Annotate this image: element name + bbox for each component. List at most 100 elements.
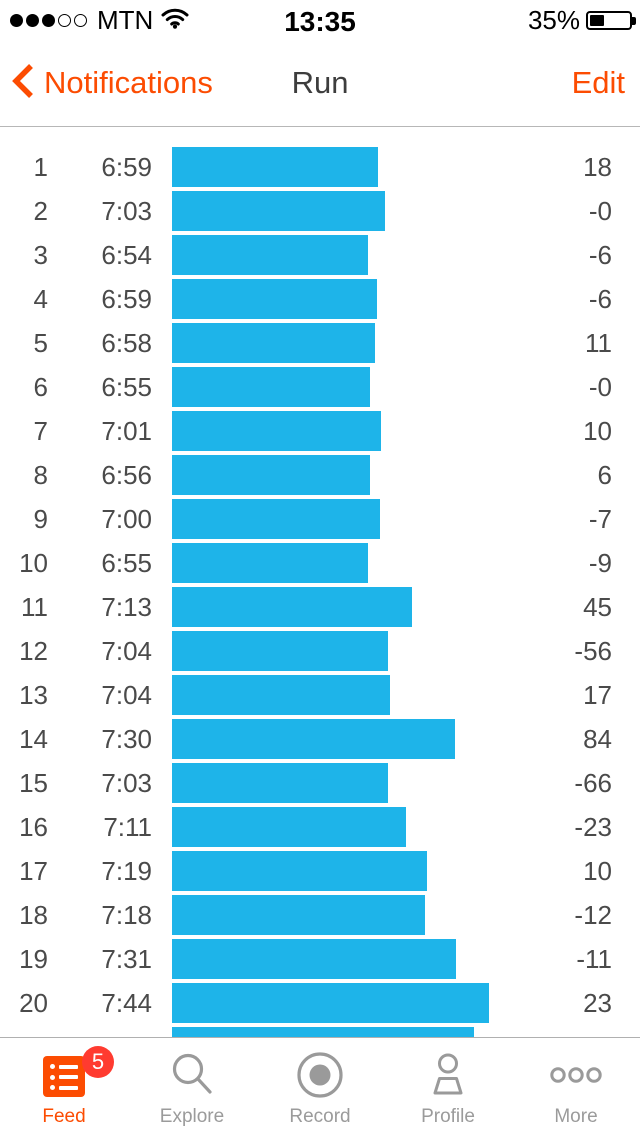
split-number: 20 — [19, 988, 48, 1018]
split-pace-bar — [172, 719, 455, 759]
split-pace-bar — [172, 1027, 474, 1037]
split-pace: 7:44 — [101, 988, 152, 1018]
tab-feed-label: Feed — [42, 1106, 86, 1127]
tab-record-label: Record — [289, 1106, 351, 1127]
split-pace: 7:18 — [101, 900, 152, 930]
split-row: 15 7:03 -66 — [0, 761, 640, 805]
split-elevation: 17 — [583, 680, 612, 710]
split-pace-bar — [172, 807, 406, 847]
carrier-label: MTN — [97, 4, 154, 35]
split-pace: 6:58 — [101, 328, 152, 358]
split-elevation: -56 — [574, 636, 612, 666]
person-icon — [424, 1051, 472, 1104]
split-pace-bar — [172, 763, 388, 803]
split-number: 7 — [33, 416, 48, 446]
split-elevation: 45 — [583, 592, 612, 622]
split-elevation: -0 — [588, 372, 612, 402]
split-pace-bar — [172, 675, 390, 715]
split-elevation: 6 — [597, 460, 612, 490]
split-pace: 6:55 — [101, 548, 152, 578]
page-title: Run — [291, 65, 349, 100]
split-pace-bar — [172, 279, 377, 319]
signal-strength-icon — [10, 13, 87, 27]
split-pace: 6:59 — [101, 152, 152, 182]
split-pace: 7:30 — [101, 724, 152, 754]
split-elevation: 10 — [583, 856, 612, 886]
splits-chart: 1 6:59 18 2 7:03 -0 3 6:54 -6 4 6:59 -6 … — [0, 127, 640, 1037]
split-pace: 6:54 — [101, 240, 152, 270]
split-pace: 7:04 — [101, 636, 152, 666]
split-elevation: -6 — [588, 240, 612, 270]
split-row: 13 7:04 17 — [0, 673, 640, 717]
split-pace-bar — [172, 147, 378, 187]
tab-explore[interactable]: Explore — [128, 1038, 256, 1136]
split-pace — [60, 1025, 152, 1037]
notification-badge: 5 — [82, 1046, 114, 1078]
split-row: 7 7:01 10 — [0, 409, 640, 453]
tab-explore-label: Explore — [159, 1106, 225, 1127]
more-dots-icon — [549, 1065, 603, 1090]
split-number: 17 — [19, 856, 48, 886]
clock: 13:35 — [284, 6, 356, 37]
split-pace-bar — [172, 851, 427, 891]
split-pace: 7:11 — [103, 812, 152, 842]
split-elevation: 18 — [583, 152, 612, 182]
tab-more-label: More — [554, 1106, 598, 1127]
split-number: 19 — [19, 944, 48, 974]
split-elevation: 10 — [583, 416, 612, 446]
split-pace: 7:13 — [101, 592, 152, 622]
split-pace-bar — [172, 191, 385, 231]
split-pace: 7:04 — [101, 680, 152, 710]
split-number: 4 — [33, 284, 48, 314]
tab-profile-label: Profile — [421, 1106, 475, 1127]
split-pace: 7:31 — [101, 944, 152, 974]
nav-bar: Notifications Run Edit — [0, 40, 640, 127]
split-number: 13 — [19, 680, 48, 710]
split-pace-bar — [172, 543, 368, 583]
split-pace: 7:19 — [101, 856, 152, 886]
feed-list-icon — [43, 1056, 85, 1097]
split-number — [0, 1025, 48, 1037]
tab-profile[interactable]: Profile — [384, 1038, 512, 1136]
battery-icon — [586, 10, 636, 30]
split-pace-bar — [172, 631, 388, 671]
back-button-label: Notifications — [44, 65, 213, 100]
split-row: 19 7:31 -11 — [0, 937, 640, 981]
split-pace-bar — [172, 895, 425, 935]
split-number: 6 — [33, 372, 48, 402]
split-number: 8 — [33, 460, 48, 490]
tab-bar: 5 Feed Explore Record — [0, 1037, 640, 1136]
split-pace-bar — [172, 455, 370, 495]
split-pace: 7:00 — [101, 504, 152, 534]
split-elevation: -7 — [588, 504, 612, 534]
split-elevation: -0 — [588, 196, 612, 226]
back-button[interactable]: Notifications — [12, 40, 213, 126]
split-number: 15 — [19, 768, 48, 798]
tab-more[interactable]: More — [512, 1038, 640, 1136]
split-row: 14 7:30 84 — [0, 717, 640, 761]
split-elevation: 11 — [585, 328, 612, 358]
split-row: 4 6:59 -6 — [0, 277, 640, 321]
split-row: 8 6:56 6 — [0, 453, 640, 497]
tab-record[interactable]: Record — [256, 1038, 384, 1136]
status-left: MTN — [10, 0, 189, 40]
split-pace: 7:03 — [101, 768, 152, 798]
back-chevron-icon — [12, 63, 34, 104]
split-pace-bar — [172, 983, 489, 1023]
split-elevation: -6 — [588, 284, 612, 314]
split-number: 16 — [19, 812, 48, 842]
record-icon — [296, 1051, 344, 1104]
split-elevation: -23 — [574, 812, 612, 842]
split-number: 14 — [19, 724, 48, 754]
split-pace-bar — [172, 235, 368, 275]
split-number: 9 — [33, 504, 48, 534]
tab-feed[interactable]: 5 Feed — [0, 1038, 128, 1136]
split-row: 5 6:58 11 — [0, 321, 640, 365]
status-bar: MTN 13:35 35% — [0, 0, 640, 40]
split-row: 10 6:55 -9 — [0, 541, 640, 585]
edit-button[interactable]: Edit — [571, 65, 625, 100]
split-row: 20 7:44 23 — [0, 981, 640, 1025]
search-icon — [169, 1052, 215, 1103]
split-elevation: -9 — [588, 548, 612, 578]
split-elevation: -12 — [574, 900, 612, 930]
